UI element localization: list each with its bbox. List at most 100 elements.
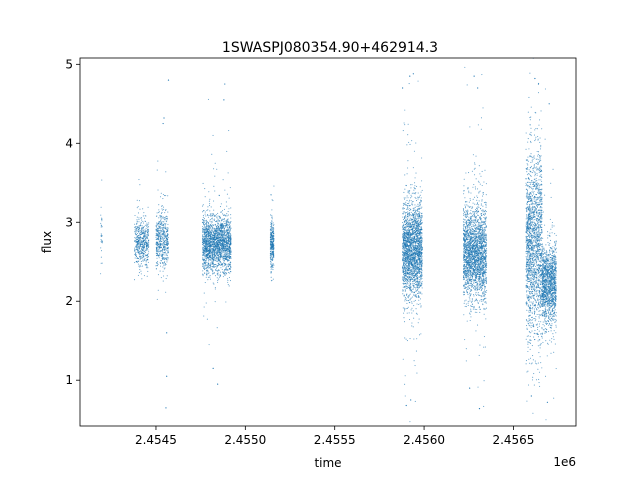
data-point	[403, 191, 405, 193]
data-point	[141, 251, 143, 253]
data-point	[140, 227, 143, 229]
data-point	[218, 226, 220, 228]
data-point	[213, 283, 215, 285]
data-point	[223, 236, 225, 238]
data-point	[212, 271, 214, 273]
data-point	[135, 234, 137, 236]
data-point	[217, 223, 219, 225]
data-point	[203, 243, 205, 245]
data-point	[224, 220, 226, 222]
data-point	[144, 232, 146, 234]
data-point	[217, 257, 219, 260]
data-point	[137, 242, 139, 244]
data-point	[167, 226, 169, 229]
data-point	[137, 247, 139, 249]
data-point	[418, 266, 420, 268]
data-point	[203, 233, 205, 235]
data-point	[413, 300, 415, 302]
data-point	[225, 240, 227, 242]
data-point	[156, 224, 158, 226]
data-point	[410, 211, 412, 213]
data-point	[415, 266, 418, 268]
data-point	[156, 251, 158, 253]
data-point	[161, 208, 163, 210]
data-point	[165, 257, 167, 260]
data-point	[164, 233, 166, 235]
data-point	[100, 226, 102, 228]
data-point	[163, 263, 165, 265]
data-point	[224, 218, 226, 220]
data-point	[205, 215, 207, 217]
data-point	[412, 250, 414, 252]
data-point	[206, 246, 208, 248]
data-point	[138, 217, 140, 219]
data-point	[207, 256, 209, 259]
data-point	[208, 260, 210, 262]
data-point	[222, 266, 224, 268]
data-point	[405, 308, 407, 310]
data-point	[135, 223, 138, 225]
data-point	[409, 266, 411, 268]
data-point	[411, 202, 413, 204]
data-point	[213, 266, 215, 268]
data-point	[404, 308, 406, 310]
data-point	[208, 238, 210, 240]
data-point	[227, 229, 229, 231]
data-point	[203, 224, 205, 226]
data-point	[420, 333, 422, 335]
data-point	[406, 226, 408, 228]
data-point	[166, 240, 168, 242]
data-point	[204, 248, 207, 250]
data-point	[144, 239, 146, 241]
data-point	[145, 251, 147, 254]
data-point	[144, 220, 146, 222]
data-point	[138, 225, 140, 227]
data-point	[213, 200, 215, 202]
data-point	[224, 262, 226, 265]
data-point	[212, 269, 214, 271]
data-point	[205, 220, 207, 222]
data-point	[212, 248, 214, 251]
data-point	[224, 252, 226, 254]
data-point	[221, 210, 224, 212]
data-point	[220, 230, 222, 232]
data-point	[412, 243, 414, 245]
data-point	[412, 310, 414, 312]
data-point	[220, 228, 222, 230]
data-point	[134, 231, 136, 233]
data-point	[142, 220, 144, 223]
data-point	[269, 214, 272, 216]
data-point	[415, 227, 417, 229]
data-point	[156, 243, 158, 245]
data-point	[142, 259, 144, 261]
data-point	[414, 206, 416, 208]
data-point	[203, 263, 205, 265]
data-point	[407, 213, 409, 216]
data-point	[157, 236, 160, 238]
data-point	[213, 271, 215, 274]
data-point	[215, 214, 217, 216]
data-point	[411, 322, 413, 324]
data-point	[272, 278, 274, 280]
data-point	[220, 211, 222, 213]
data-point	[404, 202, 406, 204]
data-point	[229, 230, 231, 232]
data-point	[230, 266, 232, 269]
data-point	[419, 202, 421, 204]
data-point	[407, 280, 409, 282]
data-point	[419, 292, 421, 294]
data-point	[221, 233, 223, 235]
data-point	[225, 257, 227, 259]
data-point	[218, 253, 220, 255]
data-point	[207, 214, 209, 217]
data-point	[209, 214, 212, 216]
data-point	[209, 278, 211, 280]
data-point	[413, 254, 415, 256]
data-point	[420, 266, 422, 268]
data-point	[228, 197, 230, 199]
data-point	[161, 230, 163, 232]
data-point	[204, 251, 206, 253]
data-point	[226, 236, 228, 238]
data-point	[210, 250, 212, 252]
data-point	[405, 203, 407, 205]
